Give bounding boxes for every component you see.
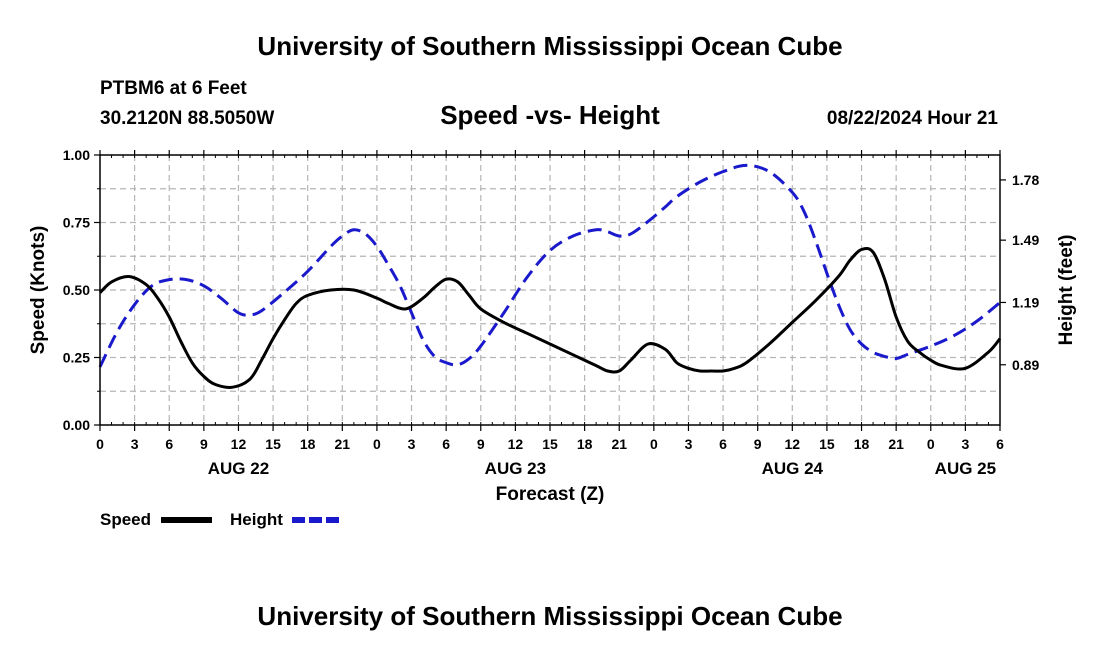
series-layer <box>98 163 1002 389</box>
x-tick-label: 12 <box>508 436 524 452</box>
y-axis-label-left: Speed (Knots) <box>28 226 49 355</box>
x-tick-label: 18 <box>854 436 870 452</box>
x-tick-label: 21 <box>335 436 351 452</box>
x-tick-label: 0 <box>927 436 935 452</box>
footer-title: University of Southern Mississippi Ocean… <box>257 601 842 631</box>
date-label: AUG 25 <box>935 459 996 478</box>
legend-height-label: Height <box>230 510 283 529</box>
x-tick-label: 21 <box>888 436 904 452</box>
chart-subtitle: Speed -vs- Height <box>440 100 660 130</box>
x-tick-label: 12 <box>231 436 247 452</box>
x-tick-label: 3 <box>961 436 969 452</box>
series-line-speed <box>98 246 1002 389</box>
x-tick-label: 15 <box>819 436 835 452</box>
x-tick-label: 12 <box>785 436 801 452</box>
x-tick-label: 9 <box>754 436 762 452</box>
y-left-tick-label: 1.00 <box>63 147 90 163</box>
x-tick-label: 3 <box>685 436 693 452</box>
axes: 0 3 6 9 12 15 18 21 0 3 6 9 12 15 18 21 0 3 6 9 12 15 18 21 0 3 6A… <box>63 147 1040 478</box>
location-label: 30.2120N 88.5050W <box>100 108 274 129</box>
y-right-tick-label: 1.49 <box>1012 232 1039 248</box>
x-tick-label: 18 <box>577 436 593 452</box>
y-axis-label-right: Height (feet) <box>1056 235 1077 346</box>
y-left-tick-label: 0.50 <box>63 282 90 298</box>
x-tick-label: 21 <box>611 436 627 452</box>
grid <box>100 155 1000 425</box>
y-right-tick-label: 0.89 <box>1012 357 1039 373</box>
x-tick-label: 9 <box>200 436 208 452</box>
station-label: PTBM6 at 6 Feet <box>100 78 247 99</box>
x-tick-label: 15 <box>542 436 558 452</box>
date-label: AUG 23 <box>485 459 546 478</box>
x-tick-label: 6 <box>719 436 727 452</box>
x-tick-label: 6 <box>442 436 450 452</box>
date-label: AUG 24 <box>762 459 824 478</box>
y-right-tick-label: 1.78 <box>1012 172 1039 188</box>
x-tick-label: 0 <box>650 436 658 452</box>
x-tick-label: 15 <box>265 436 281 452</box>
x-tick-label: 9 <box>477 436 485 452</box>
legend: Speed Height <box>100 510 343 529</box>
x-tick-label: 18 <box>300 436 316 452</box>
chart-title: University of Southern Mississippi Ocean… <box>257 31 842 61</box>
x-tick-label: 0 <box>373 436 381 452</box>
y-left-tick-label: 0.75 <box>63 215 90 231</box>
x-tick-label: 6 <box>165 436 173 452</box>
series-line-height <box>98 163 1001 368</box>
x-axis-label: Forecast (Z) <box>496 484 605 505</box>
y-left-tick-label: 0.00 <box>63 417 90 433</box>
date-label: AUG 22 <box>208 459 269 478</box>
legend-speed-label: Speed <box>100 510 151 529</box>
x-tick-label: 3 <box>408 436 416 452</box>
y-left-tick-label: 0.25 <box>63 350 90 366</box>
x-tick-label: 3 <box>131 436 139 452</box>
y-right-tick-label: 1.19 <box>1012 294 1039 310</box>
datetime-label: 08/22/2024 Hour 21 <box>827 108 999 129</box>
x-tick-label: 0 <box>96 436 104 452</box>
x-tick-label: 6 <box>996 436 1004 452</box>
